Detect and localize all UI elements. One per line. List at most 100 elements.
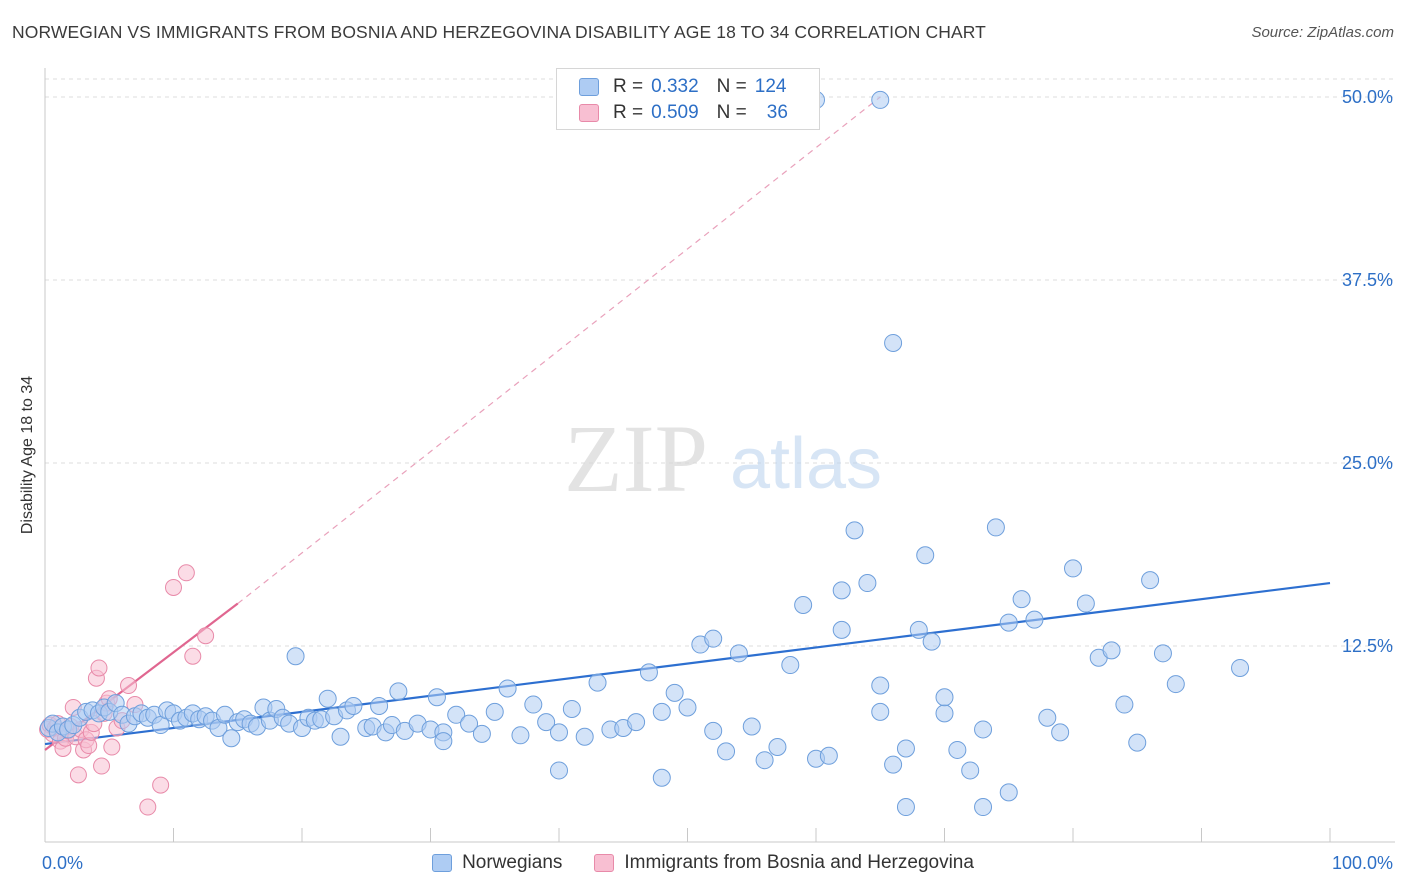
point-norwegians xyxy=(704,721,723,740)
point-norwegians xyxy=(986,518,1005,537)
point-norwegians xyxy=(389,682,408,701)
point-norwegians xyxy=(832,581,851,600)
point-bosnia xyxy=(93,757,111,775)
legend-n-label: N = xyxy=(716,76,747,97)
point-norwegians xyxy=(1141,571,1160,590)
point-norwegians xyxy=(884,333,903,352)
point-norwegians xyxy=(1038,708,1057,727)
point-norwegians xyxy=(781,656,800,675)
point-norwegians xyxy=(524,695,543,714)
stats-legend: R = 0.332 N = 124 R = 0.509 N = 36 xyxy=(556,68,820,130)
point-norwegians xyxy=(935,688,954,707)
point-norwegians xyxy=(344,697,363,716)
legend-n-value: 36 xyxy=(766,102,788,123)
chart-title: NORWEGIAN VS IMMIGRANTS FROM BOSNIA AND … xyxy=(12,22,986,42)
point-norwegians xyxy=(460,714,479,733)
point-norwegians xyxy=(1064,559,1082,578)
point-norwegians xyxy=(896,739,915,758)
point-norwegians xyxy=(922,632,941,651)
legend-swatch-pink xyxy=(594,854,615,872)
point-norwegians xyxy=(550,723,568,742)
point-bosnia xyxy=(103,738,121,756)
point-norwegians xyxy=(485,702,504,721)
point-bosnia xyxy=(177,564,195,582)
legend-row-norwegians: R = 0.332 N = 124 xyxy=(557,75,786,99)
y-tick-label: 50.0% xyxy=(1342,87,1393,107)
point-norwegians xyxy=(717,742,736,761)
legend-n-value: 124 xyxy=(754,76,787,97)
point-norwegians xyxy=(1153,644,1172,663)
point-norwegians xyxy=(896,798,915,817)
legend-swatch-pink xyxy=(579,104,599,122)
point-norwegians xyxy=(1231,658,1250,677)
point-norwegians xyxy=(1128,733,1147,752)
point-norwegians xyxy=(652,702,671,721)
point-norwegians xyxy=(1025,610,1044,629)
point-bosnia xyxy=(139,798,157,816)
x-tick-label: 100.0% xyxy=(1332,853,1393,873)
point-norwegians xyxy=(704,629,723,648)
legend-row-bosnia: R = 0.509 N = 36 xyxy=(557,101,788,125)
grid-lines xyxy=(45,78,1395,647)
watermark-atlas: atlas xyxy=(730,424,882,504)
point-norwegians xyxy=(871,702,890,721)
point-bosnia xyxy=(152,776,170,794)
point-norwegians xyxy=(678,698,697,717)
point-norwegians xyxy=(974,720,993,739)
axes xyxy=(44,68,1395,843)
point-norwegians xyxy=(845,521,864,540)
legend-swatch-blue xyxy=(432,854,453,872)
point-norwegians xyxy=(1012,590,1031,609)
point-bosnia xyxy=(90,659,108,677)
series-legend: Norwegians Immigrants from Bosnia and He… xyxy=(0,852,1406,874)
point-norwegians xyxy=(1166,675,1185,694)
point-bosnia xyxy=(184,647,202,665)
legend-n-label: N = xyxy=(716,102,747,123)
point-norwegians xyxy=(999,613,1018,632)
point-norwegians xyxy=(652,768,671,787)
point-norwegians xyxy=(999,783,1018,802)
legend-r-value: 0.509 xyxy=(651,102,699,123)
legend-r-label: R = xyxy=(613,102,644,123)
point-norwegians xyxy=(974,798,993,817)
point-norwegians xyxy=(472,724,491,743)
point-norwegians xyxy=(832,620,851,639)
point-bosnia xyxy=(69,766,87,784)
point-norwegians xyxy=(916,546,935,565)
point-norwegians xyxy=(755,751,774,770)
legend-r-value: 0.332 xyxy=(651,76,699,97)
point-norwegians xyxy=(537,713,556,732)
point-norwegians xyxy=(1076,594,1095,613)
point-norwegians xyxy=(742,717,761,736)
point-norwegians xyxy=(768,738,787,757)
watermark: ZIP atlas xyxy=(564,405,882,512)
point-norwegians xyxy=(498,679,517,698)
point-norwegians xyxy=(1051,723,1070,742)
point-norwegians xyxy=(588,673,607,692)
point-norwegians xyxy=(639,663,658,682)
legend-swatch-blue xyxy=(579,78,599,96)
point-norwegians xyxy=(562,699,581,718)
point-norwegians xyxy=(434,732,453,751)
point-norwegians xyxy=(370,697,389,716)
legend-label-bosnia: Immigrants from Bosnia and Herzegovina xyxy=(624,852,974,873)
x-tick-label: 0.0% xyxy=(42,853,83,873)
point-bosnia xyxy=(120,677,138,695)
point-norwegians xyxy=(575,727,594,746)
point-norwegians xyxy=(427,688,446,707)
point-norwegians xyxy=(665,683,684,702)
y-tick-label: 37.5% xyxy=(1342,270,1393,290)
y-axis-label: Disability Age 18 to 34 xyxy=(19,375,36,535)
point-norwegians xyxy=(447,705,466,724)
point-norwegians xyxy=(961,761,980,780)
legend-item-bosnia: Immigrants from Bosnia and Herzegovina xyxy=(594,852,974,874)
point-norwegians xyxy=(794,596,813,615)
point-norwegians xyxy=(222,729,241,748)
y-tick-label: 12.5% xyxy=(1342,636,1393,656)
legend-item-norwegians: Norwegians xyxy=(432,852,562,874)
point-norwegians xyxy=(318,689,337,708)
point-norwegians xyxy=(729,644,748,663)
point-norwegians xyxy=(511,726,530,745)
trendline-bosnia-extended xyxy=(237,96,881,605)
